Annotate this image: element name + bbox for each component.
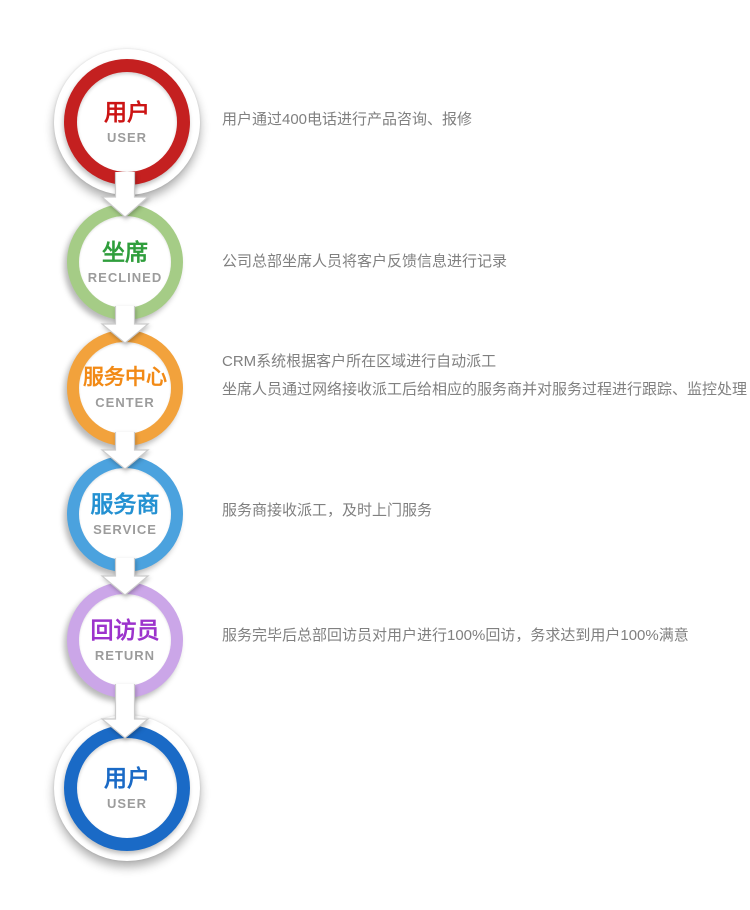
node-label-zh: 用户 <box>104 765 150 792</box>
node-ring-service-center: 服务中心 CENTER <box>67 330 183 446</box>
node-label-zh: 回访员 <box>90 617 160 644</box>
node-label-en: CENTER <box>95 394 155 410</box>
step-description-line: 坐席人员通过网络接收派工后给相应的服务商并对服务过程进行跟踪、监控处理 <box>222 381 748 398</box>
step-description-5: 服务完毕后总部回访员对用户进行100%回访，务求达到用户100%满意 <box>222 622 689 650</box>
node-label-en: RECLINED <box>87 269 163 285</box>
flow-node-user-end: 用户 USER <box>54 715 200 861</box>
node-ring-service-provider: 服务商 SERVICE <box>67 456 183 572</box>
node-ring-user-start: 用户 USER <box>64 59 190 185</box>
arrow-down-icon <box>99 306 151 344</box>
step-description-line: 服务商接收派工，及时上门服务 <box>222 502 433 519</box>
node-label-zh: 服务中心 <box>83 366 167 390</box>
node-ring-return-visitor: 回访员 RETURN <box>67 582 183 698</box>
arrow-down-icon <box>99 684 151 739</box>
node-label-zh: 用户 <box>104 99 150 126</box>
node-label-zh: 坐席 <box>102 239 148 266</box>
step-description-line: CRM系统根据客户所在区域进行自动派工 <box>222 353 497 370</box>
step-description-line: 公司总部坐席人员将客户反馈信息进行记录 <box>222 253 508 270</box>
arrow-down-icon <box>99 432 151 470</box>
node-label-en: USER <box>106 795 148 811</box>
arrow-down-icon <box>99 172 151 218</box>
step-description-4: 服务商接收派工，及时上门服务 <box>222 497 432 525</box>
node-ring-user-end: 用户 USER <box>64 725 190 851</box>
flow-node-user-start: 用户 USER <box>54 49 200 195</box>
step-description-1: 用户通过400电话进行产品咨询、报修 <box>222 106 472 134</box>
node-label-en: RETURN <box>94 647 156 663</box>
node-label-zh: 服务商 <box>90 491 160 518</box>
step-description-line: 服务完毕后总部回访员对用户进行100%回访，务求达到用户100%满意 <box>222 627 689 644</box>
node-label-en: SERVICE <box>93 521 157 537</box>
node-label-en: USER <box>106 129 148 145</box>
step-description-3: CRM系统根据客户所在区域进行自动派工 坐席人员通过网络接收派工后给相应的服务商… <box>222 348 747 404</box>
step-description-line: 用户通过400电话进行产品咨询、报修 <box>222 111 473 128</box>
arrow-down-icon <box>99 558 151 596</box>
node-ring-agent: 坐席 RECLINED <box>67 204 183 320</box>
step-description-2: 公司总部坐席人员将客户反馈信息进行记录 <box>222 248 507 276</box>
